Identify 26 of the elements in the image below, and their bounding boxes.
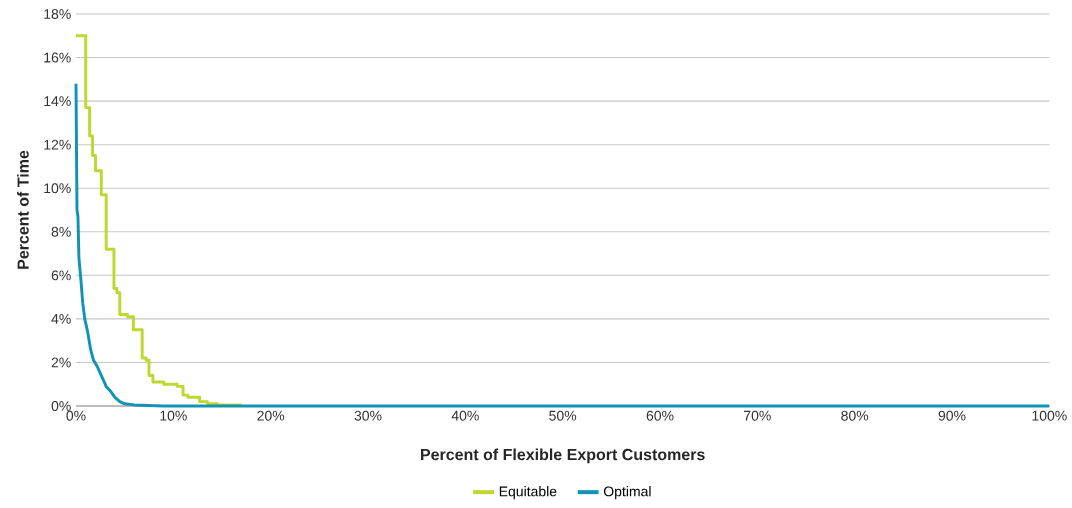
x-tick-label: 100% xyxy=(1032,410,1067,421)
y-tick-label: 8% xyxy=(51,226,71,237)
y-tick-label: 14% xyxy=(44,96,71,107)
x-tick-label: 0% xyxy=(66,410,86,421)
legend-label: Optimal xyxy=(603,486,651,500)
line-series xyxy=(74,82,1051,408)
legend-label: Equitable xyxy=(499,486,557,500)
x-tick-label: 40% xyxy=(451,410,479,421)
y-tick-label: 16% xyxy=(44,52,71,63)
x-tick-label: 70% xyxy=(744,410,771,421)
y-tick-label: 4% xyxy=(51,314,71,324)
y-tick-label: 10% xyxy=(44,183,71,194)
x-tick-label: 60% xyxy=(646,410,674,421)
x-tick-label: 20% xyxy=(257,410,285,421)
x-tick-label: 10% xyxy=(160,410,187,421)
y-tick-label: 6% xyxy=(51,270,71,281)
x-tick-label: 90% xyxy=(938,410,966,421)
x-axis-title: Percent of Flexible Export Customers xyxy=(421,448,705,464)
y-tick-label: 2% xyxy=(51,357,71,368)
x-tick-label: 50% xyxy=(549,410,577,421)
x-tick-label: 80% xyxy=(841,410,869,421)
y-axis-title: Percent of Time xyxy=(17,150,29,269)
y-tick-label: 12% xyxy=(44,139,71,150)
x-tick-label: 30% xyxy=(354,410,382,421)
y-tick-label: 0% xyxy=(51,401,71,411)
y-tick-label: 18% xyxy=(44,9,71,19)
